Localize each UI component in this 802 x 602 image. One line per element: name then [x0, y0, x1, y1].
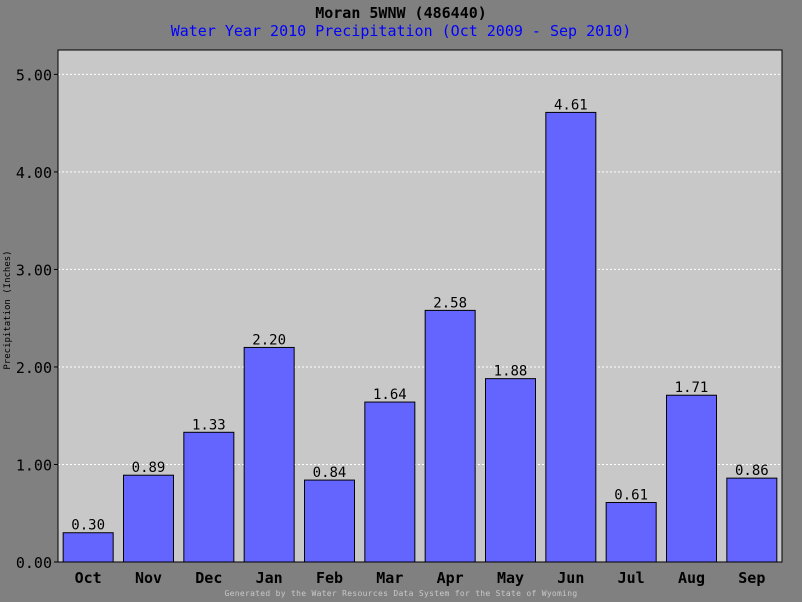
chart-subtitle: Water Year 2010 Precipitation (Oct 2009 …: [170, 22, 632, 40]
chart-footer: Generated by the Water Resources Data Sy…: [224, 589, 578, 598]
bar-value-label: 0.61: [614, 488, 648, 504]
bar-dec: [183, 431, 235, 563]
y-tick-label: 2.00: [16, 359, 52, 377]
x-tick-label: Dec: [195, 569, 222, 587]
bar-value-label: 0.30: [71, 518, 105, 534]
bar-aug: [666, 394, 717, 563]
bar-value-label: 0.89: [132, 460, 166, 476]
y-tick-labels: 0.00 1.00 2.00 3.00 4.00 5.00: [16, 66, 58, 572]
bar-value-labels: 0.30 0.89 1.33 2.20 0.84 1.64 2.58 1.88 4.61 0.61…: [71, 97, 768, 533]
bar-value-label: 0.86: [735, 463, 769, 479]
bar-value-label: 1.64: [373, 387, 407, 403]
x-tick-label: Oct: [75, 569, 102, 587]
chart-title: Moran 5WNW (486440): [315, 4, 487, 22]
bar-jan: [243, 346, 295, 563]
y-tick-label: 0.00: [16, 554, 52, 572]
bar-feb: [304, 479, 355, 563]
plot-area: [58, 50, 782, 562]
x-tick-label: Mar: [376, 569, 403, 587]
bar-value-label: 4.61: [554, 97, 588, 113]
bar-value-label: 0.84: [313, 465, 347, 481]
y-tick-label: 4.00: [16, 164, 52, 182]
x-tick-label: Aug: [678, 569, 705, 587]
x-tick-label: May: [497, 569, 524, 587]
x-tick-label: Jun: [557, 569, 584, 587]
x-tick-label: Jul: [618, 569, 645, 587]
bar-nov: [123, 474, 174, 563]
x-tick-label: Feb: [316, 569, 343, 587]
x-tick-label: Sep: [738, 569, 765, 587]
y-tick-label: 5.00: [16, 66, 52, 84]
bar-may: [485, 378, 536, 563]
grid-lines: [58, 73, 782, 465]
x-tick-label: Nov: [135, 569, 162, 587]
bar-apr: [424, 309, 476, 563]
bar-mar: [364, 401, 416, 563]
bar-oct: [62, 532, 114, 563]
plot-border: [57, 49, 783, 563]
bar-value-label: 2.58: [433, 295, 467, 311]
bar-sep: [726, 477, 778, 563]
bar-jul: [605, 502, 657, 563]
bar-value-label: 1.88: [494, 364, 528, 380]
bar-value-label: 1.33: [192, 417, 226, 433]
bars: [62, 111, 778, 563]
y-tick-label: 1.00: [16, 456, 52, 474]
x-tick-label: Apr: [437, 569, 464, 587]
x-tick-labels: Oct Nov Dec Jan Feb Mar Apr May Jun Jul Aug Sep: [75, 569, 766, 587]
bar-value-label: 2.20: [252, 332, 286, 348]
bar-jun: [545, 111, 597, 563]
bar-value-label: 1.71: [675, 380, 709, 396]
y-tick-label: 3.00: [16, 261, 52, 279]
x-tick-label: Jan: [256, 569, 283, 587]
